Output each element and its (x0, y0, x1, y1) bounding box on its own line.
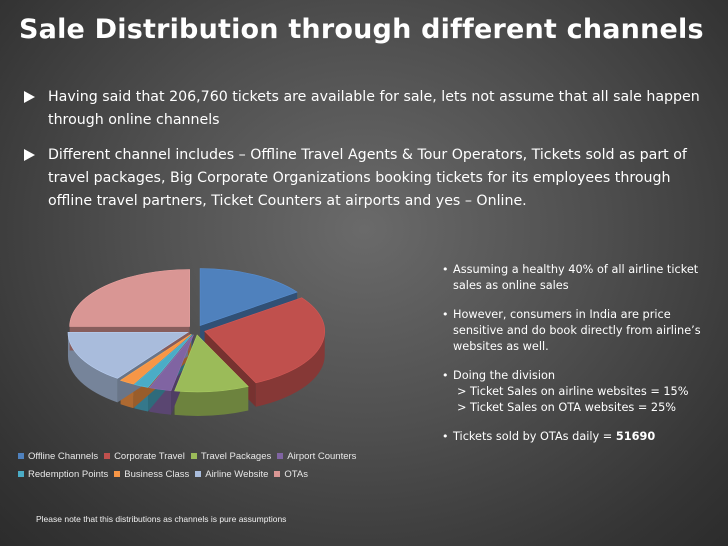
legend-item: Airport Counters (277, 451, 356, 462)
note-text: Tickets sold by OTAs daily = (453, 430, 616, 443)
legend-row: Offline Channels Corporate Travel Travel P… (18, 447, 418, 465)
note-price-sensitive: • However, consumers in India are price … (441, 307, 711, 355)
bullet-dot-icon: • (442, 430, 449, 443)
bullet-dot-icon: • (442, 308, 449, 321)
pie-slice-side-2 (174, 386, 249, 416)
pie-slice-4 (133, 334, 193, 388)
legend-swatch (18, 471, 24, 477)
bullet-item-channels: Different channel includes – Offline Tra… (22, 144, 712, 213)
ota-daily-value: 51690 (615, 430, 656, 443)
note-online-share: • Assuming a healthy 40% of all airline … (441, 262, 711, 294)
legend-label: Redemption Points (28, 468, 109, 480)
chart-legend: Offline Channels Corporate Travel Travel P… (18, 447, 418, 483)
arrow-bullet-icon (24, 91, 35, 103)
legend-swatch (190, 453, 197, 459)
note-text: Doing the division (453, 369, 556, 382)
legend-swatch (114, 471, 121, 477)
note-ota-daily: • Tickets sold by OTAs daily = 51690 (441, 429, 711, 445)
legend-label: Airport Counters (287, 450, 357, 462)
note-text: Assuming a healthy 40% of all airline ti… (453, 263, 699, 292)
legend-label: Travel Packages (200, 450, 272, 462)
note-division: • Doing the division > Ticket Sales on a… (441, 368, 711, 416)
bullet-dot-icon: • (442, 263, 449, 276)
pie-slice-2 (174, 334, 249, 393)
pie-slice-side-6 (67, 332, 118, 403)
legend-row: Redemption Points Business Class Airline W… (18, 465, 418, 483)
slide-title: Sale Distribution through different chan… (19, 14, 704, 45)
legend-swatch (104, 453, 111, 459)
pie-slice-3 (148, 334, 194, 392)
pie-slice-0 (199, 268, 298, 327)
pie-slice-7 (69, 269, 190, 327)
legend-item: Corporate Travel (104, 451, 185, 462)
footnote: Please note that this distributions as c… (36, 514, 287, 524)
legend-label: Business Class (124, 468, 190, 480)
legend-item: Redemption Points (18, 469, 108, 480)
bullet-dot-icon: • (442, 369, 449, 382)
bullet-text: Having said that 206,760 tickets are ava… (48, 89, 700, 128)
legend-item: Travel Packages (190, 450, 272, 462)
legend-item: Offline Channels (18, 451, 98, 462)
legend-swatch (18, 453, 24, 459)
note-subline-airline: > Ticket Sales on airline websites = 15% (457, 385, 689, 398)
legend-swatch (195, 471, 202, 477)
legend-label: Offline Channels (28, 450, 99, 462)
pie-chart (67, 268, 325, 416)
side-notes: • Assuming a healthy 40% of all airline … (441, 262, 711, 458)
legend-item: Business Class (114, 469, 189, 480)
pie-slice-5 (119, 333, 192, 385)
pie-slice-side-1 (255, 331, 325, 407)
note-text: However, consumers in India are price se… (453, 308, 701, 353)
legend-swatch (277, 453, 284, 459)
note-subline-ota: > Ticket Sales on OTA websites = 25% (457, 401, 677, 414)
legend-label: Airline Website (205, 468, 269, 480)
legend-label: Corporate Travel (114, 450, 185, 462)
legend-item: Airline Website (195, 469, 268, 480)
arrow-bullet-icon (24, 149, 35, 161)
pie-slice-6 (67, 331, 189, 379)
legend-label: OTAs (284, 468, 308, 480)
legend-swatch (274, 471, 281, 477)
bullet-list: Having said that 206,760 tickets are ava… (22, 86, 712, 225)
pie-slice-1 (204, 297, 325, 384)
bullet-item-tickets: Having said that 206,760 tickets are ava… (22, 86, 712, 132)
bullet-text: Different channel includes – Offline Tra… (48, 147, 687, 209)
legend-item: OTAs (274, 469, 308, 480)
